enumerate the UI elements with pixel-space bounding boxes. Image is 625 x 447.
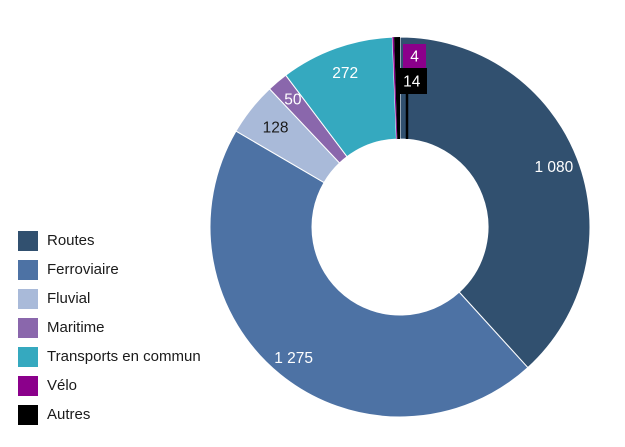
legend-item-transports-en-commun: Transports en commun — [18, 347, 201, 367]
legend-item-fluvial: Fluvial — [18, 289, 201, 309]
legend-item-maritime: Maritime — [18, 318, 201, 338]
callout-box-velo — [403, 44, 426, 68]
legend-swatch-autres — [18, 405, 38, 425]
legend-swatch-fluvial — [18, 289, 38, 309]
legend-item-autres: Autres — [18, 405, 201, 425]
legend-label: Fluvial — [47, 290, 91, 307]
slice-routes — [399, 36, 591, 369]
value-label-fluvial: 128 — [263, 120, 289, 137]
value-label-maritime: 50 — [284, 92, 302, 109]
callout-box-autres — [396, 68, 427, 94]
legend-label: Maritime — [47, 319, 105, 336]
slice-transports-en-commun — [285, 36, 397, 158]
slice-velo — [392, 37, 398, 140]
legend-swatch-velo — [18, 376, 38, 396]
slice-ferroviaire — [209, 130, 529, 418]
value-label-transports-en-commun: 272 — [332, 65, 358, 82]
legend-label: Transports en commun — [47, 348, 201, 365]
value-label-ferroviaire: 1 275 — [274, 350, 313, 367]
legend-label: Autres — [47, 406, 91, 423]
chart-legend: Routes Ferroviaire Fluvial Maritime Transpor… — [18, 231, 201, 434]
legend-label: Ferroviaire — [47, 261, 119, 278]
value-label-routes: 1 080 — [535, 159, 574, 176]
legend-label: Vélo — [47, 377, 78, 394]
legend-item-routes: Routes — [18, 231, 201, 251]
legend-swatch-maritime — [18, 318, 38, 338]
legend-swatch-ferroviaire — [18, 260, 38, 280]
legend-item-ferroviaire: Ferroviaire — [18, 260, 201, 280]
legend-swatch-transports-en-commun — [18, 347, 38, 367]
legend-label: Routes — [47, 232, 95, 249]
callout-value-autres: 14 — [403, 74, 421, 91]
legend-item-velo: Vélo — [18, 376, 201, 396]
callout-value-velo: 4 — [410, 49, 419, 66]
legend-swatch-routes — [18, 231, 38, 251]
